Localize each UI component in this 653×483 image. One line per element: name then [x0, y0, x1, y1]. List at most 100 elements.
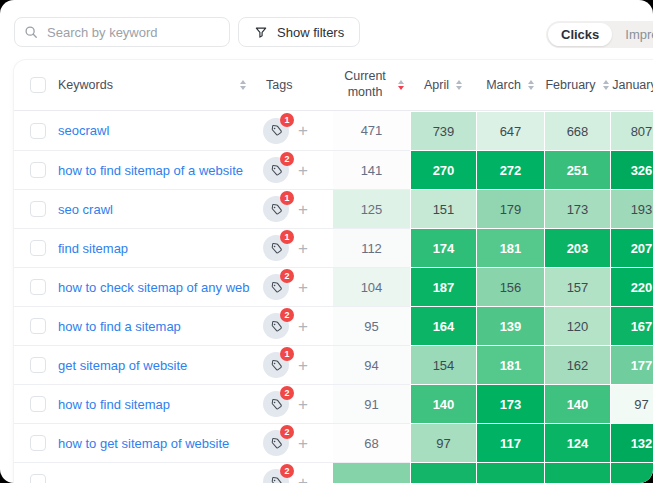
heatmap-cell-february: 162: [544, 345, 610, 384]
current-month-cell: 125: [333, 189, 410, 228]
table-row: get sitemap of website 1 + 94: [14, 345, 653, 384]
keywords-table: Keywords Tags Current month April March …: [14, 60, 653, 483]
tag-button[interactable]: 2: [263, 469, 289, 483]
row-checkbox[interactable]: [30, 240, 46, 256]
row-checkbox[interactable]: [30, 201, 46, 217]
tags-cell: 2 +: [250, 267, 333, 306]
search-input-wrapper: [14, 17, 230, 47]
sort-icon[interactable]: [456, 80, 462, 91]
heatmap-cell-april: [410, 462, 476, 483]
app-window: Show filters Clicks Impressions Keywords…: [0, 0, 653, 483]
header-march[interactable]: March: [476, 60, 544, 110]
search-input[interactable]: [45, 24, 220, 41]
toggle-clicks[interactable]: Clicks: [548, 23, 612, 46]
heatmap-cell-february: 203: [544, 228, 610, 267]
keyword-cell: [14, 462, 250, 483]
heatmap-cell-february: 140: [544, 384, 610, 423]
sort-desc-icon[interactable]: [398, 80, 404, 91]
header-april-label: April: [424, 78, 449, 92]
row-checkbox[interactable]: [30, 162, 46, 178]
keyword-link[interactable]: seocrawl: [58, 123, 109, 138]
tags-cell: 1 +: [250, 345, 333, 384]
tag-button[interactable]: 1: [263, 235, 289, 261]
tag-button[interactable]: 2: [263, 313, 289, 339]
row-checkbox[interactable]: [30, 357, 46, 373]
sort-icon[interactable]: [240, 80, 246, 91]
keyword-cell: how to get sitemap of website: [14, 423, 250, 462]
tag-button[interactable]: 2: [263, 391, 289, 417]
keyword-link[interactable]: how to find sitemap: [58, 397, 170, 412]
add-tag-button[interactable]: +: [298, 279, 308, 296]
row-checkbox[interactable]: [30, 396, 46, 412]
add-tag-button[interactable]: +: [298, 201, 308, 218]
keyword-link[interactable]: find sitemap: [58, 241, 128, 256]
tag-button[interactable]: 1: [263, 352, 289, 378]
tag-count-badge: 2: [280, 152, 294, 166]
header-current-month[interactable]: Current month: [333, 60, 410, 110]
keyword-link[interactable]: get sitemap of website: [58, 358, 187, 373]
add-tag-button[interactable]: +: [298, 435, 308, 452]
tag-count-badge: 1: [280, 191, 294, 205]
tags-cell: 2 +: [250, 462, 333, 483]
add-tag-button[interactable]: +: [298, 122, 308, 139]
add-tag-button[interactable]: +: [298, 240, 308, 257]
show-filters-button[interactable]: Show filters: [238, 17, 360, 47]
heatmap-cell-february: 668: [544, 111, 610, 150]
add-tag-button[interactable]: +: [298, 396, 308, 413]
tags-cell: 2 +: [250, 306, 333, 345]
current-month-cell: 68: [333, 423, 410, 462]
tag-button[interactable]: 2: [263, 157, 289, 183]
row-checkbox[interactable]: [30, 318, 46, 334]
heatmap-cell-april: 187: [410, 267, 476, 306]
tag-button[interactable]: 2: [263, 430, 289, 456]
header-april[interactable]: April: [410, 60, 476, 110]
heatmap-cell-january: 167: [610, 306, 653, 345]
table-header-row: Keywords Tags Current month April March …: [14, 60, 653, 111]
header-tags: Tags: [250, 60, 333, 110]
header-keywords-label: Keywords: [58, 78, 113, 92]
tags-cell: 1 +: [250, 189, 333, 228]
add-tag-button[interactable]: +: [298, 357, 308, 374]
row-checkbox[interactable]: [30, 474, 46, 483]
table-row: 2 +: [14, 462, 653, 483]
heatmap-cell-january: 177: [610, 345, 653, 384]
heatmap-cell-april: 97: [410, 423, 476, 462]
keyword-cell: seocrawl: [14, 111, 250, 150]
row-checkbox[interactable]: [30, 435, 46, 451]
row-checkbox[interactable]: [30, 123, 46, 139]
keyword-link[interactable]: how to get sitemap of website: [58, 436, 229, 451]
metric-toggle: Clicks Impressions: [546, 21, 653, 48]
heatmap-cell-april: 174: [410, 228, 476, 267]
add-tag-button[interactable]: +: [298, 162, 308, 179]
sort-icon[interactable]: [528, 80, 534, 91]
filter-funnel-icon: [254, 25, 268, 39]
sort-icon[interactable]: [603, 80, 609, 91]
keyword-link[interactable]: how to check sitemap of any website: [58, 280, 250, 295]
add-tag-button[interactable]: +: [298, 474, 308, 483]
header-january-label: January: [612, 78, 653, 92]
header-january[interactable]: January: [610, 60, 653, 110]
tag-button[interactable]: 1: [263, 118, 289, 144]
heatmap-cell-february: 120: [544, 306, 610, 345]
row-checkbox[interactable]: [30, 279, 46, 295]
tag-button[interactable]: 2: [263, 274, 289, 300]
heatmap-cell-march: 139: [476, 306, 544, 345]
header-february[interactable]: February: [544, 60, 610, 110]
header-keywords[interactable]: Keywords: [14, 60, 250, 110]
heatmap-cell-february: 251: [544, 150, 610, 189]
keyword-link[interactable]: seo crawl: [58, 202, 113, 217]
select-all-checkbox[interactable]: [30, 77, 46, 93]
tag-button[interactable]: 1: [263, 196, 289, 222]
heatmap-cell-february: 173: [544, 189, 610, 228]
tags-cell: 2 +: [250, 384, 333, 423]
tags-cell: 1 +: [250, 228, 333, 267]
tag-count-badge: 1: [280, 113, 294, 127]
tag-count-badge: 2: [280, 386, 294, 400]
tags-cell: 2 +: [250, 150, 333, 189]
toggle-impressions[interactable]: Impressions: [612, 23, 653, 46]
heatmap-cell-february: 124: [544, 423, 610, 462]
add-tag-button[interactable]: +: [298, 318, 308, 335]
keyword-link[interactable]: how to find sitemap of a website: [58, 163, 243, 178]
search-icon: [24, 25, 38, 39]
keyword-link[interactable]: how to find a sitemap: [58, 319, 181, 334]
